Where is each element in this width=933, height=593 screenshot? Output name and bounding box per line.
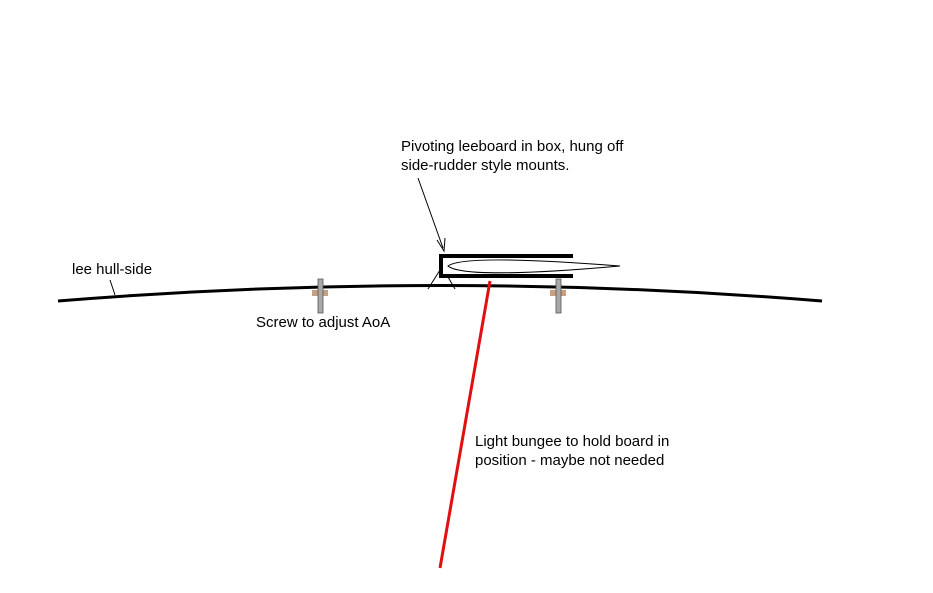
bungee-label: Light bungee to hold board in position -… bbox=[475, 432, 669, 470]
leeboard-foil bbox=[447, 259, 621, 274]
screw-label: Screw to adjust AoA bbox=[256, 314, 391, 331]
adjust-screw-left bbox=[312, 278, 328, 314]
arrowhead bbox=[436, 237, 446, 253]
leeboard-label-line: side-rudder style mounts. bbox=[401, 157, 570, 174]
bungee-label-line: Light bungee to hold board in bbox=[475, 433, 670, 450]
screw-shaft bbox=[555, 278, 562, 314]
leeboard-label-line: Pivoting leeboard in box, hung off bbox=[401, 138, 624, 155]
bungee-line bbox=[438, 280, 492, 569]
leeboard-label-arrow bbox=[417, 177, 444, 249]
hull-label-leader bbox=[109, 279, 116, 296]
leeboard-label: Pivoting leeboard in box, hung off side-… bbox=[401, 137, 623, 175]
bungee-label-line: position - maybe not needed bbox=[475, 452, 665, 469]
adjust-screw-right bbox=[550, 278, 566, 314]
screw-shaft bbox=[317, 278, 324, 314]
mount-strut-right bbox=[447, 276, 456, 290]
leeboard-box bbox=[439, 254, 573, 278]
mount-strut-left bbox=[427, 269, 441, 290]
hull-side-label: lee hull-side bbox=[72, 261, 153, 278]
hull-side-line bbox=[57, 284, 823, 303]
